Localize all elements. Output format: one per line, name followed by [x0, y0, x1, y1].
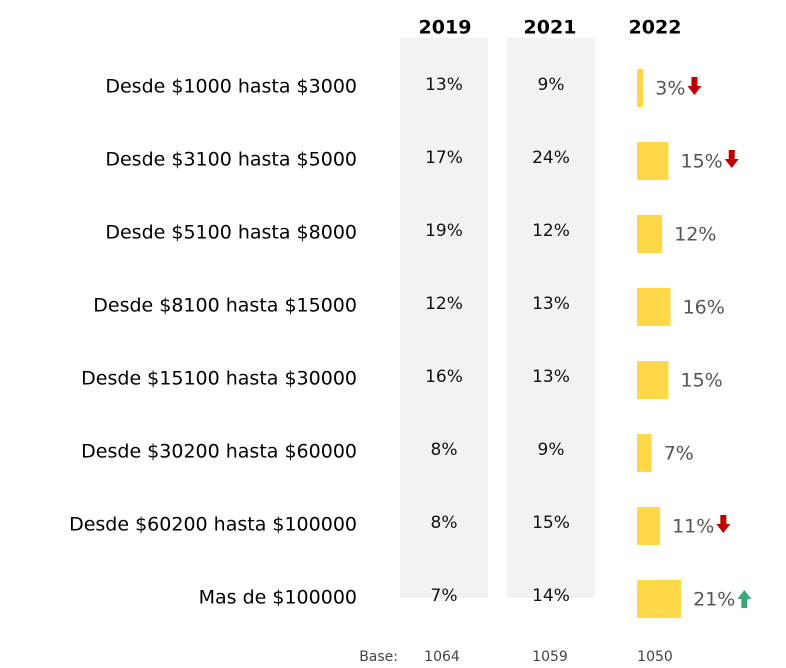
bar	[637, 215, 663, 253]
value-cell: 9%	[538, 440, 565, 460]
bar-label: 15%	[681, 151, 723, 173]
bar	[637, 507, 661, 545]
base-value: 1064	[424, 649, 460, 665]
category-label: Desde $8100 hasta $15000	[93, 295, 357, 317]
trend-arrow	[737, 590, 752, 608]
value-cell: 8%	[431, 440, 458, 460]
bar	[637, 580, 682, 618]
base-label: Base:	[359, 649, 398, 665]
bar	[637, 288, 671, 326]
value-cell: 17%	[425, 148, 463, 168]
value-cell: 13%	[532, 294, 570, 314]
value-cell: 13%	[425, 75, 463, 95]
bar-label: 7%	[664, 443, 694, 465]
value-cell: 24%	[532, 148, 570, 168]
trend-arrow	[687, 77, 702, 95]
category-label: Desde $15100 hasta $30000	[81, 368, 357, 390]
bar	[637, 69, 644, 107]
bar	[637, 361, 669, 399]
value-cell: 12%	[425, 294, 463, 314]
column-header: 2022	[629, 17, 682, 39]
bar-label: 16%	[683, 297, 725, 319]
category-label: Desde $60200 hasta $100000	[69, 514, 357, 536]
column-background	[400, 38, 488, 598]
bar	[637, 142, 669, 180]
value-cell: 12%	[532, 221, 570, 241]
value-cell: 13%	[532, 367, 570, 387]
bar	[637, 434, 652, 472]
category-label: Mas de $100000	[199, 587, 357, 609]
value-cell: 19%	[425, 221, 463, 241]
value-cell: 7%	[431, 586, 458, 606]
bar-label: 11%	[672, 516, 714, 538]
value-cell: 14%	[532, 586, 570, 606]
category-label: Desde $3100 hasta $5000	[105, 149, 357, 171]
trend-arrow	[716, 515, 731, 533]
base-value: 1059	[532, 649, 568, 665]
base-value: 1050	[637, 649, 673, 665]
column-header: 2019	[419, 17, 472, 39]
category-label: Desde $1000 hasta $3000	[105, 76, 357, 98]
trend-arrow	[724, 150, 739, 168]
category-label: Desde $30200 hasta $60000	[81, 441, 357, 463]
value-cell: 15%	[532, 513, 570, 533]
bar-label: 12%	[674, 224, 716, 246]
bar-label: 21%	[693, 589, 735, 611]
bar-label: 15%	[681, 370, 723, 392]
value-cell: 16%	[425, 367, 463, 387]
category-label: Desde $5100 hasta $8000	[105, 222, 357, 244]
value-cell: 8%	[431, 513, 458, 533]
column-background	[507, 38, 595, 598]
bar-label: 3%	[655, 78, 685, 100]
column-header: 2021	[524, 17, 577, 39]
value-cell: 9%	[538, 75, 565, 95]
